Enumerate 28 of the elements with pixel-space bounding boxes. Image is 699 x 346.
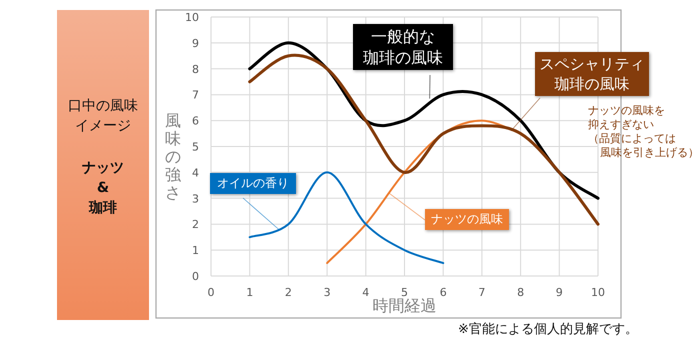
y-tick-label: 2 [192, 218, 199, 232]
x-tick-label: 9 [556, 286, 563, 299]
x-tick-label: 3 [324, 286, 331, 299]
y-tick-label: 8 [192, 62, 199, 76]
y-tick-label: 3 [192, 192, 199, 206]
x-tick-label: 8 [517, 286, 524, 299]
y-tick-label: 5 [192, 140, 199, 154]
annotation: ナッツの風味を抑えすぎない（品質によっては風味を引き上げる） [588, 104, 699, 160]
x-tick-label: 4 [362, 286, 370, 299]
ylabel: 風味の強さ [164, 112, 182, 202]
y-tick-label: 7 [192, 88, 199, 102]
x-tick-label: 10 [591, 286, 605, 299]
annotation: ※官能による個人的見解です。 [458, 321, 638, 338]
subtitle: ナッツ & 珈琲 [81, 159, 125, 218]
y-tick-label: 1 [192, 244, 199, 258]
y-tick-label: 9 [192, 36, 199, 50]
x-tick-label: 5 [401, 286, 408, 299]
x-tick-label: 6 [440, 286, 447, 299]
title: 口中の風味イメージ [67, 97, 139, 136]
x-tick-label: 1 [246, 286, 254, 299]
y-tick-label: 10 [185, 11, 199, 24]
x-tick-label: 0 [208, 286, 214, 299]
y-tick-label: 0 [192, 270, 199, 283]
xlabel: 時間経過 [372, 296, 438, 317]
x-tick-label: 2 [284, 286, 292, 299]
x-tick-label: 7 [478, 286, 486, 299]
y-tick-label: 4 [192, 166, 199, 180]
y-tick-label: 6 [192, 114, 199, 128]
